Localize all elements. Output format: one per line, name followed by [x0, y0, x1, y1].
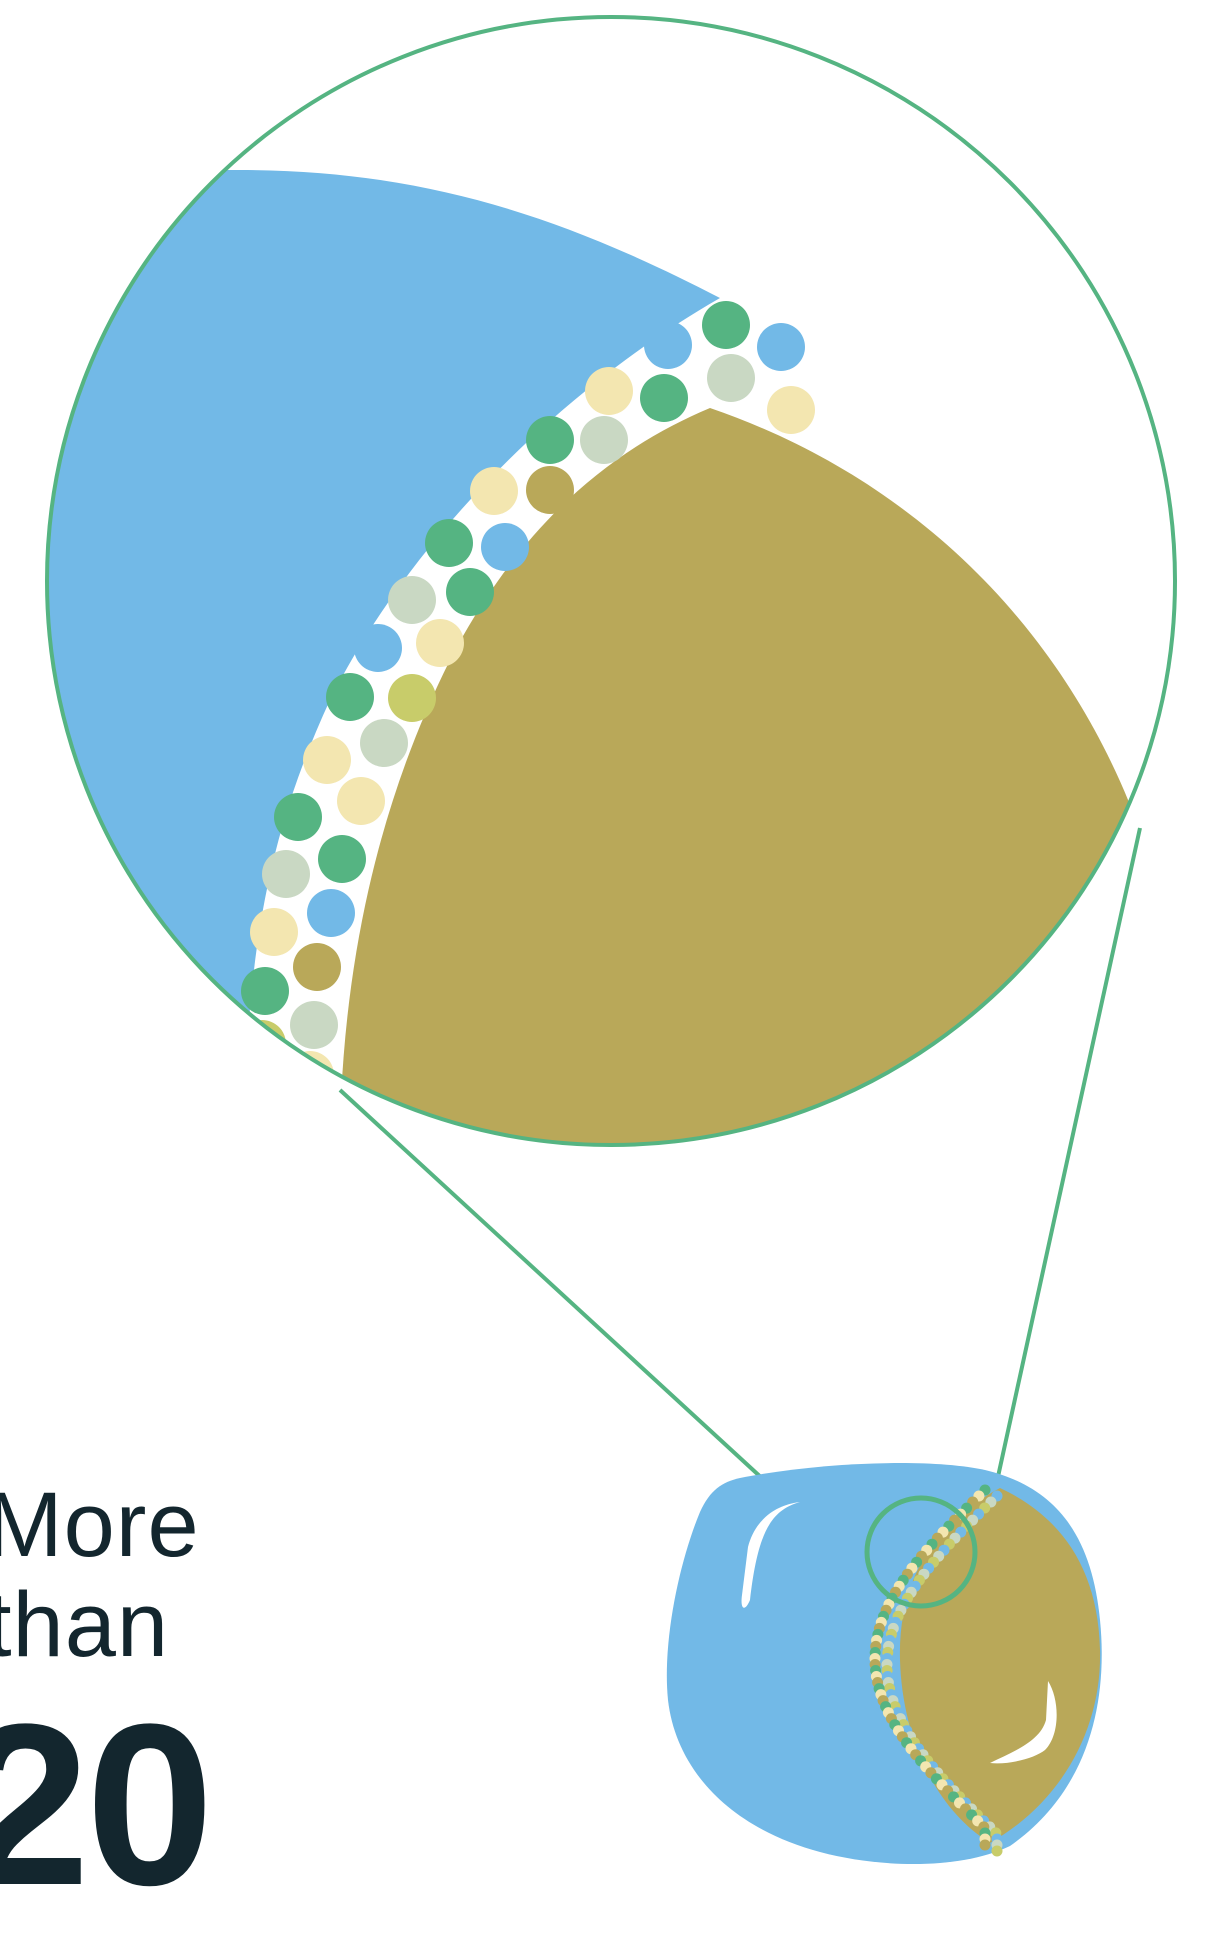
particle-dot	[767, 386, 815, 434]
illustration	[45, 15, 1177, 1865]
particle-dot	[241, 967, 289, 1015]
zoom-connector-right	[976, 827, 1142, 1569]
particle-dot	[337, 777, 385, 825]
headline-line-1: More	[0, 1474, 200, 1576]
seed-icon	[899, 1488, 1101, 1843]
particle-dot	[388, 674, 436, 722]
particle-dot	[293, 943, 341, 991]
particle-dot	[326, 673, 374, 721]
particle-dot	[416, 619, 464, 667]
particle-dot	[318, 835, 366, 883]
particle-dot	[702, 301, 750, 349]
particle-dot	[307, 889, 355, 937]
particle-dot	[640, 374, 688, 422]
particle-dot	[526, 416, 574, 464]
particle-dot	[250, 908, 298, 956]
particle-dot	[303, 736, 351, 784]
particle-dot	[991, 1845, 1003, 1857]
particle-dot	[262, 850, 310, 898]
particle-dot	[526, 466, 574, 514]
particle-dot	[248, 1058, 296, 1106]
particle-dot	[274, 793, 322, 841]
particle-dot	[425, 519, 473, 567]
headline: More than 20	[0, 1474, 214, 1920]
headline-number: 20	[0, 1676, 214, 1933]
particle-dot	[388, 576, 436, 624]
particle-dot	[290, 1001, 338, 1049]
particle-dots-small	[869, 1484, 1003, 1857]
particle-dot	[354, 624, 402, 672]
particle-dot	[644, 321, 692, 369]
particle-dot	[446, 568, 494, 616]
particle-dot	[707, 354, 755, 402]
particle-dot	[360, 719, 408, 767]
particle-dot	[580, 416, 628, 464]
particle-dot	[470, 467, 518, 515]
particle-dot	[757, 323, 805, 371]
particle-dot	[481, 523, 529, 571]
seed-region	[339, 408, 1150, 1145]
headline-line-2: than	[0, 1574, 170, 1676]
particle-dot	[979, 1839, 991, 1851]
zoom-target-ring	[864, 1495, 978, 1609]
magnifier-circle-icon	[45, 15, 1177, 1147]
particle-dot	[585, 367, 633, 415]
particle-dot	[238, 1020, 286, 1068]
